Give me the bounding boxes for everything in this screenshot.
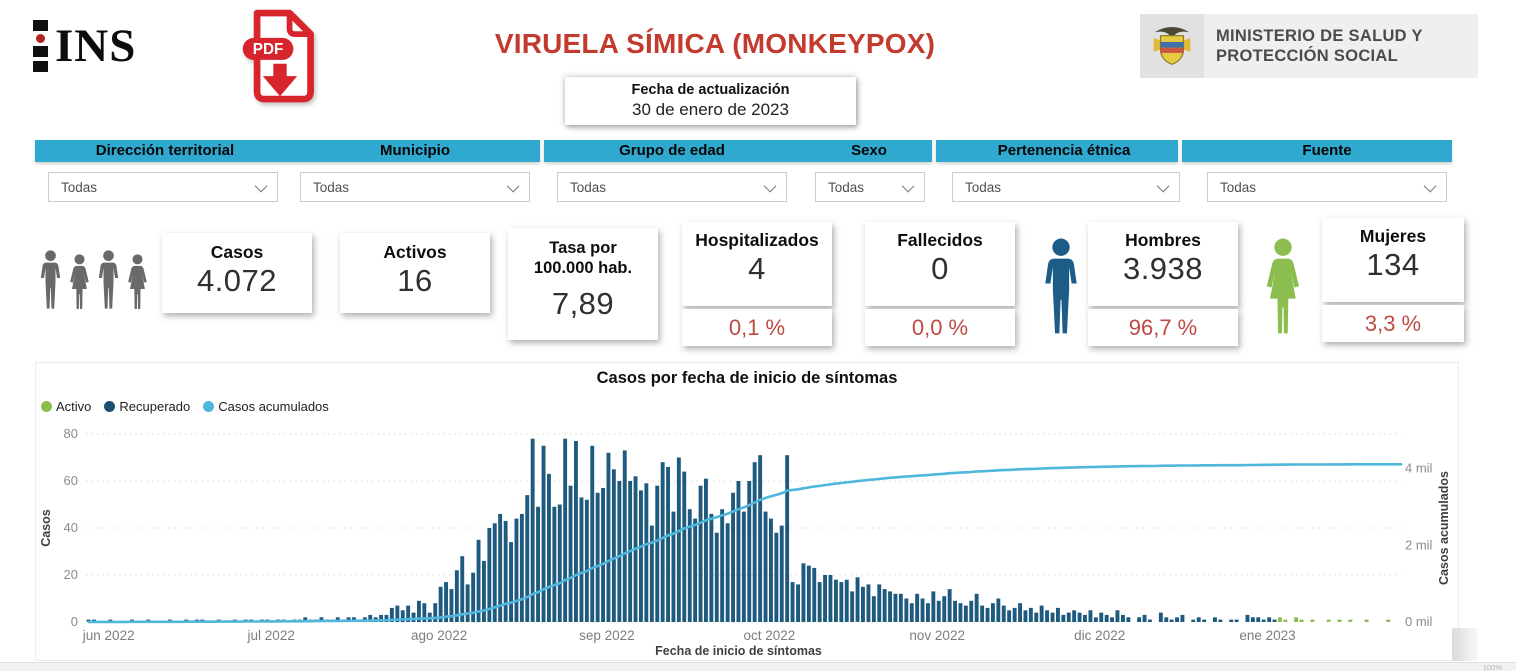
download-arrow-icon — [262, 63, 298, 97]
legend-dot-recuperado-icon — [104, 401, 116, 412]
pdf-badge-text: PDF — [253, 41, 284, 58]
chart-legend: Activo Recuperado Casos acumulados — [41, 399, 329, 414]
svg-text:Casos: Casos — [39, 509, 53, 547]
page-title: VIRUELA SÍMICA (MONKEYPOX) — [494, 28, 936, 59]
dropdown-fuente[interactable]: Todas — [1207, 172, 1447, 202]
kpi-card-tasa: Tasa por 100.000 hab. 7,89 — [508, 228, 658, 340]
kpi-card-fallecidos: Fallecidos 0 — [865, 222, 1015, 306]
filter-band-segment — [544, 140, 932, 162]
svg-text:0 mil: 0 mil — [1405, 614, 1433, 629]
svg-text:40: 40 — [64, 520, 78, 535]
ins-logo-mark-icon — [33, 20, 48, 72]
kpi-card-casos: Casos 4.072 — [162, 233, 312, 313]
svg-text:ago 2022: ago 2022 — [411, 628, 467, 643]
filter-label-fuente: Fuente — [1302, 142, 1352, 159]
svg-text:oct 2022: oct 2022 — [744, 628, 796, 643]
filter-label-sexo: Sexo — [851, 142, 887, 159]
ins-logo: INS — [33, 20, 136, 72]
colombia-coat-of-arms-icon — [1140, 14, 1204, 78]
chevron-down-icon — [901, 179, 915, 192]
dropdown-grupo-de-edad[interactable]: Todas — [557, 172, 787, 202]
chevron-down-icon — [1423, 179, 1437, 192]
chevron-down-icon — [763, 179, 777, 192]
svg-text:Casos acumulados: Casos acumulados — [1437, 471, 1451, 585]
ins-logo-text: INS — [55, 19, 137, 72]
filter-band-segment — [35, 140, 540, 162]
svg-text:2 mil: 2 mil — [1405, 537, 1433, 552]
kpi-card-activos: Activos 16 — [340, 233, 490, 313]
update-date-box: Fecha de actualización 30 de enero de 20… — [565, 77, 856, 125]
people-group-icon — [36, 250, 152, 314]
dropdown-municipio[interactable]: Todas — [300, 172, 530, 202]
filter-label-pertenencia-etnica: Pertenencia étnica — [997, 142, 1131, 159]
filter-label-municipio: Municipio — [380, 142, 450, 159]
svg-text:dic 2022: dic 2022 — [1074, 628, 1125, 643]
svg-text:60: 60 — [64, 473, 78, 488]
chart-title: Casos por fecha de inicio de síntomas — [596, 369, 898, 387]
kpi-pct-hombres: 96,7 % — [1088, 309, 1238, 346]
svg-text:sep 2022: sep 2022 — [579, 628, 635, 643]
svg-text:jun 2022: jun 2022 — [82, 628, 135, 643]
filter-label-grupo-de-edad: Grupo de edad — [619, 142, 725, 159]
svg-text:80: 80 — [64, 426, 78, 441]
ministry-name: MINISTERIO DE SALUD Y PROTECCIÓN SOCIAL — [1216, 27, 1423, 65]
update-date-label: Fecha de actualización — [631, 82, 790, 98]
female-icon — [1260, 238, 1306, 347]
kpi-card-mujeres: Mujeres 134 — [1322, 218, 1464, 302]
legend-dot-casos-acumulados-icon — [203, 401, 215, 412]
update-date-value: 30 de enero de 2023 — [632, 100, 789, 119]
svg-text:0: 0 — [71, 614, 78, 629]
status-bar: 100% — [0, 662, 1516, 672]
dropdown-pertenencia-etnica[interactable]: Todas — [952, 172, 1180, 202]
chevron-down-icon — [254, 179, 268, 192]
ins-red-dot-icon — [36, 34, 45, 43]
legend-dot-activo-icon — [41, 401, 52, 412]
svg-text:4 mil: 4 mil — [1405, 461, 1433, 476]
male-icon — [1040, 238, 1082, 347]
kpi-card-hombres: Hombres 3.938 — [1088, 222, 1238, 306]
filter-band-segment — [936, 140, 1178, 162]
cases-by-onset-date-chart[interactable]: Casos por fecha de inicio de síntomas Ac… — [35, 362, 1459, 661]
svg-text:ene 2023: ene 2023 — [1239, 628, 1295, 643]
svg-text:nov 2022: nov 2022 — [909, 628, 965, 643]
legend-item-recuperado[interactable]: Recuperado — [104, 399, 190, 414]
zoom-level: 100% — [1482, 663, 1502, 672]
chevron-down-icon — [506, 179, 520, 192]
kpi-pct-fallecidos: 0,0 % — [865, 309, 1015, 346]
scrollbar[interactable] — [1452, 628, 1478, 661]
filter-band-segment — [1182, 140, 1452, 162]
kpi-card-hospitalizados: Hospitalizados 4 — [682, 222, 832, 306]
svg-text:Fecha de inicio de síntomas: Fecha de inicio de síntomas — [655, 644, 822, 658]
dropdown-direccion-territorial[interactable]: Todas — [48, 172, 278, 202]
legend-item-activo[interactable]: Activo — [41, 399, 91, 414]
svg-text:jul 2022: jul 2022 — [247, 628, 295, 643]
pdf-download-icon[interactable]: PDF — [237, 8, 323, 108]
svg-text:20: 20 — [64, 567, 78, 582]
filter-label-direccion-territorial: Dirección territorial — [95, 142, 235, 159]
legend-item-casos-acumulados[interactable]: Casos acumulados — [203, 399, 329, 414]
dropdown-sexo[interactable]: Todas — [815, 172, 925, 202]
kpi-pct-mujeres: 3,3 % — [1322, 305, 1464, 342]
epidemic-curve-plot[interactable]: 0 20 40 60 80 0 mil 2 mil 4 mil jun 2022 jul 2022… — [36, 363, 1458, 660]
ministry-logo: MINISTERIO DE SALUD Y PROTECCIÓN SOCIAL — [1140, 14, 1478, 78]
chevron-down-icon — [1156, 179, 1170, 192]
kpi-pct-hospitalizados: 0,1 % — [682, 309, 832, 346]
